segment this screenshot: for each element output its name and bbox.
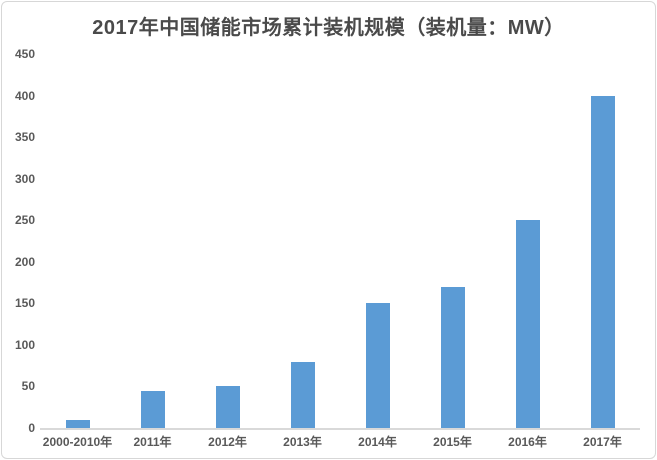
y-axis: 0 50 100 150 200 250 300 350 400 450 — [8, 2, 35, 458]
y-tick-label-50: 50 — [21, 379, 35, 394]
y-tick-label-250: 250 — [14, 213, 35, 228]
x-tick-label-2015年: 2015年 — [433, 435, 472, 449]
x-tick-label-2016年: 2016年 — [508, 435, 547, 449]
plot-area — [40, 54, 640, 430]
x-tick-label-2014年: 2014年 — [358, 435, 397, 449]
y-tick-label-300: 300 — [14, 171, 35, 186]
y-tick-label-150: 150 — [14, 296, 35, 311]
bar-2016年 — [515, 220, 540, 428]
bar-2000-2010年 — [65, 419, 90, 428]
x-tick-label-2012年: 2012年 — [208, 435, 247, 449]
bar-2017年 — [590, 95, 615, 428]
bar-2011年 — [140, 390, 165, 428]
x-axis: 2000-2010年 2011年 2012年 2013年 2014年 2015年 2016年… — [40, 433, 640, 450]
bar-2014年 — [365, 303, 390, 428]
bar-2013年 — [290, 361, 315, 428]
x-tick-label-2000-2010年: 2000-2010年 — [42, 435, 113, 449]
y-tick-label-200: 200 — [14, 254, 35, 269]
y-tick-label-400: 400 — [14, 88, 35, 103]
x-tick-label-2013年: 2013年 — [283, 435, 322, 449]
chart-title: 2017年中国储能市场累计装机规模（装机量：MW） — [92, 17, 565, 39]
y-tick-label-350: 350 — [14, 130, 35, 145]
bar-2015年 — [440, 286, 465, 428]
x-tick-label-2017年: 2017年 — [583, 435, 622, 449]
x-tick-label-2011年: 2011年 — [133, 435, 172, 449]
y-tick-label-100: 100 — [14, 337, 35, 352]
y-tick-label-0: 0 — [28, 421, 35, 435]
y-tick-label-450: 450 — [14, 47, 35, 61]
bar-2012年 — [215, 386, 240, 428]
